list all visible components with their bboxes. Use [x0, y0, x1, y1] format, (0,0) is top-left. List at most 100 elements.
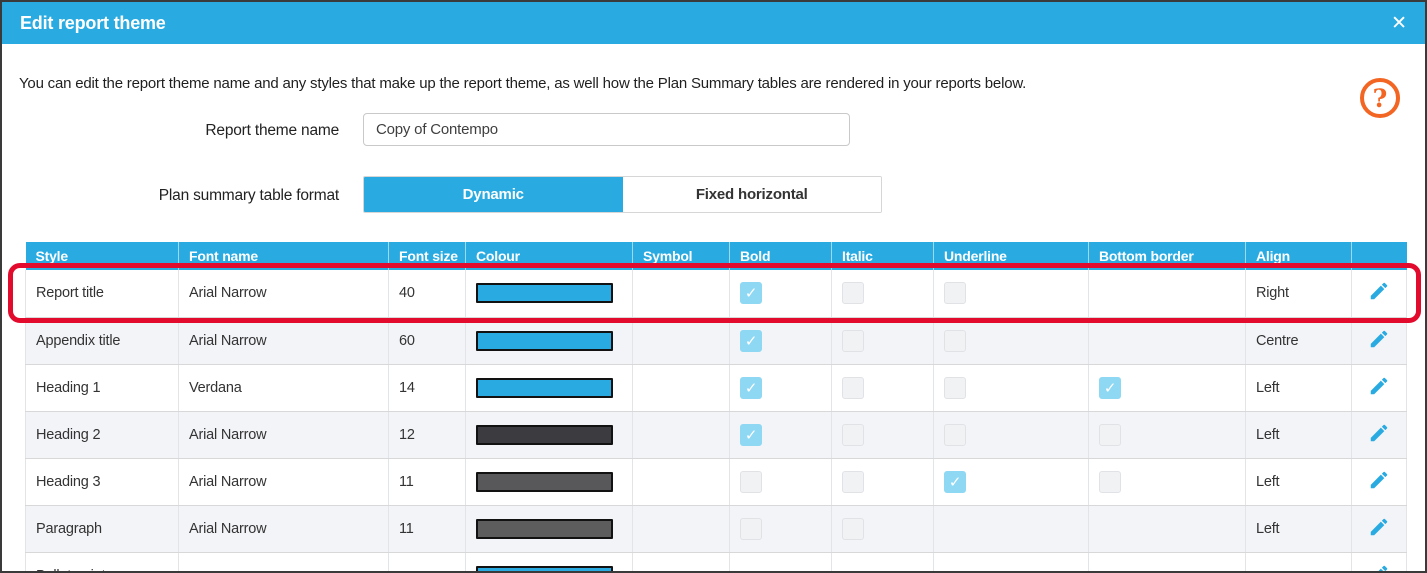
col-font-size: Font size: [388, 242, 466, 270]
style-name: Heading 1: [25, 364, 179, 412]
col-bottom-border: Bottom border: [1088, 242, 1246, 270]
colour-swatch[interactable]: [476, 377, 613, 398]
dialog-title: Edit report theme: [20, 12, 166, 33]
col-edit: [1351, 242, 1407, 270]
symbol-cell: [632, 364, 730, 412]
bold-cell: [729, 364, 832, 412]
font-size-value: 12: [388, 411, 466, 459]
intro-text: You can edit the report theme name and a…: [19, 75, 1027, 92]
bold-checkbox[interactable]: [740, 329, 762, 352]
colour-swatch[interactable]: [476, 330, 613, 351]
colour-swatch[interactable]: [476, 424, 613, 445]
align-value: Left: [1245, 458, 1352, 506]
font-size-value: 11: [388, 458, 466, 506]
colour-swatch[interactable]: [476, 565, 613, 571]
italic-cell: [831, 317, 934, 365]
bold-cell: [729, 458, 832, 506]
align-value: [1245, 552, 1352, 571]
style-table-body: Report title Arial Narrow 40 Right App: [25, 270, 1407, 571]
italic-checkbox[interactable]: [842, 329, 864, 352]
bottom-border-cell: [1088, 364, 1246, 412]
bold-cell: [729, 505, 832, 553]
edit-cell: [1351, 411, 1407, 459]
style-name: Bullet points: [25, 552, 179, 571]
italic-checkbox[interactable]: [842, 423, 864, 446]
edit-pencil-icon[interactable]: [1368, 516, 1390, 538]
underline-checkbox[interactable]: [944, 470, 966, 493]
bottom-border-checkbox[interactable]: [1099, 470, 1121, 493]
bold-checkbox[interactable]: [740, 423, 762, 446]
symbol-cell: [632, 458, 730, 506]
table-row: Heading 1 Verdana 14 Left: [25, 364, 1407, 412]
bold-checkbox[interactable]: [740, 282, 762, 305]
help-icon[interactable]: ?: [1360, 78, 1400, 118]
symbol-cell: [632, 411, 730, 459]
font-name-value: Verdana: [178, 364, 389, 412]
table-row: Heading 3 Arial Narrow 11 Left: [25, 458, 1407, 506]
italic-cell: [831, 411, 934, 459]
edit-pencil-icon[interactable]: [1368, 328, 1390, 350]
edit-cell: [1351, 458, 1407, 506]
colour-cell: [465, 317, 633, 365]
underline-checkbox[interactable]: [944, 376, 966, 399]
underline-cell: [933, 552, 1089, 571]
font-name-value: Arial Narrow: [178, 317, 389, 365]
italic-checkbox[interactable]: [842, 282, 864, 305]
underline-cell: [933, 364, 1089, 412]
dialog-titlebar: Edit report theme ✕: [2, 2, 1425, 44]
underline-cell: [933, 505, 1089, 553]
italic-cell: [831, 458, 934, 506]
close-icon[interactable]: ✕: [1391, 12, 1407, 34]
table-row: Paragraph Arial Narrow 11 Left: [25, 505, 1407, 553]
col-underline: Underline: [933, 242, 1089, 270]
format-option-fixed-horizontal[interactable]: Fixed horizontal: [622, 177, 881, 212]
align-value: Right: [1245, 270, 1352, 318]
edit-pencil-icon[interactable]: [1368, 422, 1390, 444]
col-italic: Italic: [831, 242, 934, 270]
bold-checkbox[interactable]: [740, 517, 762, 540]
colour-cell: [465, 458, 633, 506]
bold-checkbox[interactable]: [740, 470, 762, 493]
edit-pencil-icon[interactable]: [1368, 280, 1390, 302]
bottom-border-checkbox[interactable]: [1099, 423, 1121, 446]
bold-checkbox[interactable]: [740, 376, 762, 399]
italic-checkbox[interactable]: [842, 470, 864, 493]
symbol-cell: [632, 505, 730, 553]
colour-cell: [465, 411, 633, 459]
theme-name-input[interactable]: [363, 113, 850, 146]
edit-pencil-icon[interactable]: [1368, 563, 1390, 571]
italic-cell: [831, 505, 934, 553]
bottom-border-checkbox[interactable]: [1099, 376, 1121, 399]
align-value: Left: [1245, 505, 1352, 553]
colour-cell: [465, 552, 633, 571]
underline-checkbox[interactable]: [944, 329, 966, 352]
table-row: Heading 2 Arial Narrow 12 Left: [25, 411, 1407, 459]
italic-checkbox[interactable]: [842, 517, 864, 540]
bold-cell: [729, 270, 832, 318]
underline-checkbox[interactable]: [944, 423, 966, 446]
col-align: Align: [1245, 242, 1352, 270]
edit-pencil-icon[interactable]: [1368, 469, 1390, 491]
bold-cell: [729, 317, 832, 365]
format-option-dynamic[interactable]: Dynamic: [364, 177, 623, 212]
underline-cell: [933, 411, 1089, 459]
col-symbol: Symbol: [632, 242, 730, 270]
font-name-value: Arial Narrow: [178, 458, 389, 506]
colour-swatch[interactable]: [476, 518, 613, 539]
edit-pencil-icon[interactable]: [1368, 375, 1390, 397]
edit-cell: [1351, 505, 1407, 553]
col-bold: Bold: [729, 242, 832, 270]
colour-swatch[interactable]: [476, 283, 613, 304]
underline-checkbox[interactable]: [944, 282, 966, 305]
bottom-border-cell: [1088, 552, 1246, 571]
colour-swatch[interactable]: [476, 471, 613, 492]
bold-cell: [729, 552, 832, 571]
font-size-value: 11: [388, 505, 466, 553]
edit-cell: [1351, 317, 1407, 365]
colour-cell: [465, 505, 633, 553]
style-name: Paragraph: [25, 505, 179, 553]
font-size-value: 40: [388, 270, 466, 318]
table-row: Report title Arial Narrow 40 Right: [25, 270, 1407, 318]
bottom-border-cell: [1088, 505, 1246, 553]
italic-checkbox[interactable]: [842, 376, 864, 399]
